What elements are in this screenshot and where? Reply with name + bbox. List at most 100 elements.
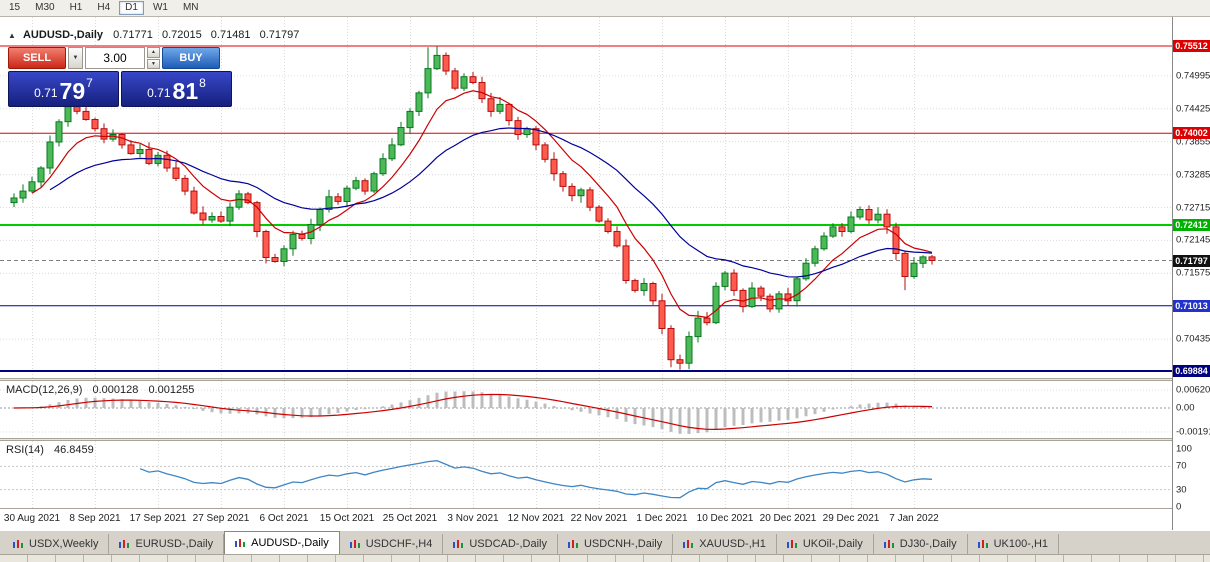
chart-area: ▲ AUDUSD-,Daily 0.71771 0.72015 0.71481 … — [0, 17, 1210, 531]
buy-price-sup: 8 — [199, 76, 206, 90]
chart-tab-label: DJ30-,Daily — [899, 538, 957, 550]
date-label: 25 Oct 2021 — [382, 513, 438, 524]
chart-icon — [683, 539, 694, 549]
macd-label: MACD(12,26,9) 0.000128 0.001255 — [6, 384, 194, 396]
sell-price-display[interactable]: 0.71 79 7 — [8, 71, 119, 107]
chart-tab-usdx-weekly[interactable]: USDX,Weekly — [3, 534, 110, 554]
buy-button[interactable]: BUY — [162, 47, 220, 69]
chart-icon — [883, 539, 895, 549]
timeframe-button-w1[interactable]: W1 — [147, 1, 174, 15]
sell-button[interactable]: SELL — [8, 47, 66, 69]
volume-input[interactable] — [85, 47, 145, 69]
rsi-label: RSI(14) 46.8459 — [6, 444, 94, 456]
buy-price-big: 81 — [172, 78, 199, 104]
macd-name: MACD(12,26,9) — [6, 384, 83, 396]
chart-tab-eurusd-daily[interactable]: EURUSD-,Daily — [109, 534, 225, 554]
rsi-axis-label: 0 — [1176, 501, 1182, 513]
price-badge: 0.71013 — [1173, 299, 1210, 312]
ohlc-low: 0.71481 — [210, 29, 251, 41]
volume-dropdown[interactable]: ▼ — [68, 47, 83, 69]
macd-pane[interactable] — [0, 381, 1172, 438]
date-label: 17 Sep 2021 — [129, 513, 187, 524]
date-label: 7 Jan 2022 — [889, 513, 939, 524]
chart-tab-ukoil-daily[interactable]: UKOil-,Daily — [776, 534, 874, 554]
date-label: 6 Oct 2021 — [259, 513, 309, 524]
date-label: 8 Sep 2021 — [69, 513, 121, 524]
timeframe-button-mn[interactable]: MN — [177, 1, 205, 15]
chart-tab-dj30-daily[interactable]: DJ30-,Daily — [873, 534, 968, 554]
date-label: 15 Oct 2021 — [319, 513, 375, 524]
pane-separator[interactable] — [0, 438, 1210, 441]
macd-axis-label: -0.001917 — [1176, 426, 1210, 438]
buy-price-display[interactable]: 0.71 81 8 — [121, 71, 232, 107]
ohlc-high: 0.72015 — [161, 29, 202, 41]
sell-price-sup: 7 — [86, 76, 93, 90]
sell-price-big: 79 — [59, 78, 86, 104]
pane-separator[interactable] — [0, 378, 1210, 381]
rsi-pane[interactable] — [0, 441, 1172, 508]
date-label: 22 Nov 2021 — [570, 513, 628, 524]
chart-tab-usdcnh-daily[interactable]: USDCNH-,Daily — [557, 534, 674, 554]
chart-icon — [349, 539, 361, 549]
chart-icon — [453, 539, 464, 549]
price-tick: 0.74425 — [1176, 103, 1210, 115]
chart-tab-usdchf-h4[interactable]: USDCHF-,H4 — [339, 534, 444, 554]
chart-icon — [786, 539, 798, 549]
timeframe-button-h4[interactable]: H4 — [91, 1, 116, 15]
rsi-axis-label: 100 — [1176, 443, 1192, 455]
chart-tab-xauusd-h1[interactable]: XAUUSD-,H1 — [673, 534, 777, 554]
price-badge: 0.74002 — [1173, 127, 1210, 140]
date-label: 20 Dec 2021 — [759, 513, 817, 524]
date-label: 30 Aug 2021 — [3, 513, 61, 524]
chart-icon — [977, 539, 989, 549]
chart-icon — [235, 538, 246, 548]
price-axis: 0.74995 0.74425 0.73855 0.73285 0.72715 0.721… — [1172, 17, 1210, 530]
timeframe-button-15[interactable]: 15 — [3, 1, 26, 15]
horizontal-scrollbar[interactable] — [0, 554, 1210, 562]
timeframe-toolbar: 15 M30 H1 H4 D1 W1 MN — [0, 0, 1210, 17]
rsi-axis-label: 30 — [1176, 484, 1187, 496]
date-label: 1 Dec 2021 — [636, 513, 688, 524]
price-badge: 0.72412 — [1173, 219, 1210, 232]
date-label: 27 Sep 2021 — [192, 513, 250, 524]
timeframe-button-m30[interactable]: M30 — [29, 1, 60, 15]
ohlc-close: 0.71797 — [259, 29, 300, 41]
price-tick: 0.72715 — [1176, 202, 1210, 214]
chart-tab-label: AUDUSD-,Daily — [251, 537, 329, 549]
price-tick: 0.71575 — [1176, 267, 1210, 279]
timeframe-button-h1[interactable]: H1 — [64, 1, 89, 15]
price-tick: 0.73855 — [1176, 136, 1210, 148]
price-tick: 0.70435 — [1176, 333, 1210, 345]
timeframe-button-d1[interactable]: D1 — [119, 1, 144, 15]
date-axis: 30 Aug 2021 8 Sep 2021 17 Sep 2021 27 Sep 2… — [0, 508, 1172, 531]
date-label: 10 Dec 2021 — [696, 513, 754, 524]
chart-title: ▲ AUDUSD-,Daily 0.71771 0.72015 0.71481 … — [8, 29, 305, 41]
spinner-up-icon[interactable]: ▲ — [147, 47, 160, 58]
chart-tab-label: USDX,Weekly — [29, 538, 99, 550]
price-badge: 0.71797 — [1173, 254, 1210, 267]
date-label: 3 Nov 2021 — [447, 513, 499, 524]
ohlc-open: 0.71771 — [113, 29, 153, 41]
one-click-collapse-icon[interactable]: ▲ — [8, 31, 16, 40]
chart-tab-audusd-daily[interactable]: AUDUSD-,Daily — [224, 531, 340, 554]
rsi-name: RSI(14) — [6, 444, 44, 456]
chart-tab-label: UK100-,H1 — [993, 538, 1049, 550]
date-label: 29 Dec 2021 — [822, 513, 880, 524]
rsi-axis-label: 70 — [1176, 460, 1187, 472]
macd-axis-label: 0.006201 — [1176, 384, 1210, 396]
rsi-value: 46.8459 — [53, 444, 94, 456]
chart-tab-uk100-h1[interactable]: UK100-,H1 — [967, 534, 1060, 554]
date-label: 12 Nov 2021 — [507, 513, 565, 524]
chart-symbol-label: AUDUSD-,Daily — [22, 29, 104, 41]
chart-icon — [13, 539, 24, 549]
price-tick: 0.72145 — [1176, 234, 1210, 246]
chart-tab-label: USDCNH-,Daily — [583, 538, 663, 550]
chart-tab-label: USDCAD-,Daily — [469, 538, 547, 550]
macd-value: 0.000128 — [92, 384, 139, 396]
spinner-down-icon[interactable]: ▼ — [147, 58, 160, 69]
price-pane[interactable] — [0, 17, 1172, 378]
chart-tab-usdcad-daily[interactable]: USDCAD-,Daily — [443, 534, 558, 554]
one-click-trading-panel: SELL ▼ ▲ ▼ BUY 0.71 79 7 0.71 — [8, 47, 232, 107]
chart-tab-label: EURUSD-,Daily — [135, 538, 214, 550]
